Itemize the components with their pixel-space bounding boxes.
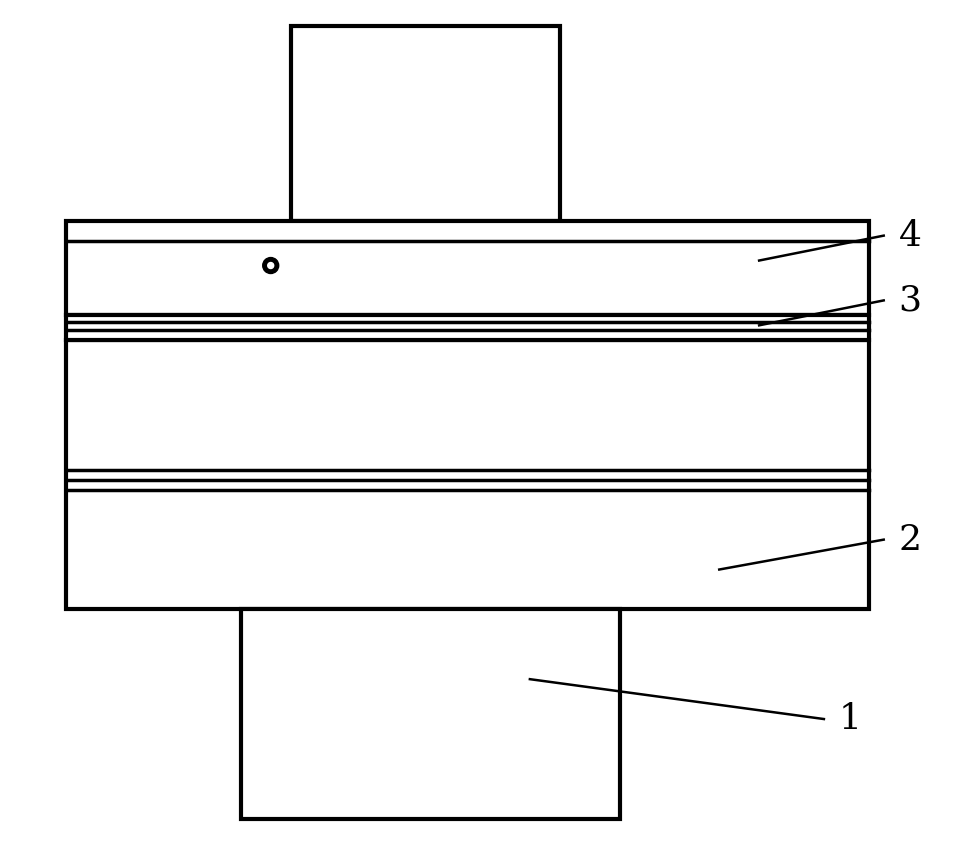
Bar: [67, 316, 867, 340]
Text: 3: 3: [898, 283, 921, 317]
Bar: [67, 340, 867, 609]
Circle shape: [262, 258, 279, 273]
Circle shape: [267, 263, 274, 269]
Bar: [290, 26, 559, 220]
Text: 1: 1: [838, 702, 861, 736]
Bar: [67, 220, 867, 316]
Text: 2: 2: [898, 523, 920, 557]
Text: 4: 4: [898, 219, 920, 253]
Bar: [241, 609, 619, 819]
